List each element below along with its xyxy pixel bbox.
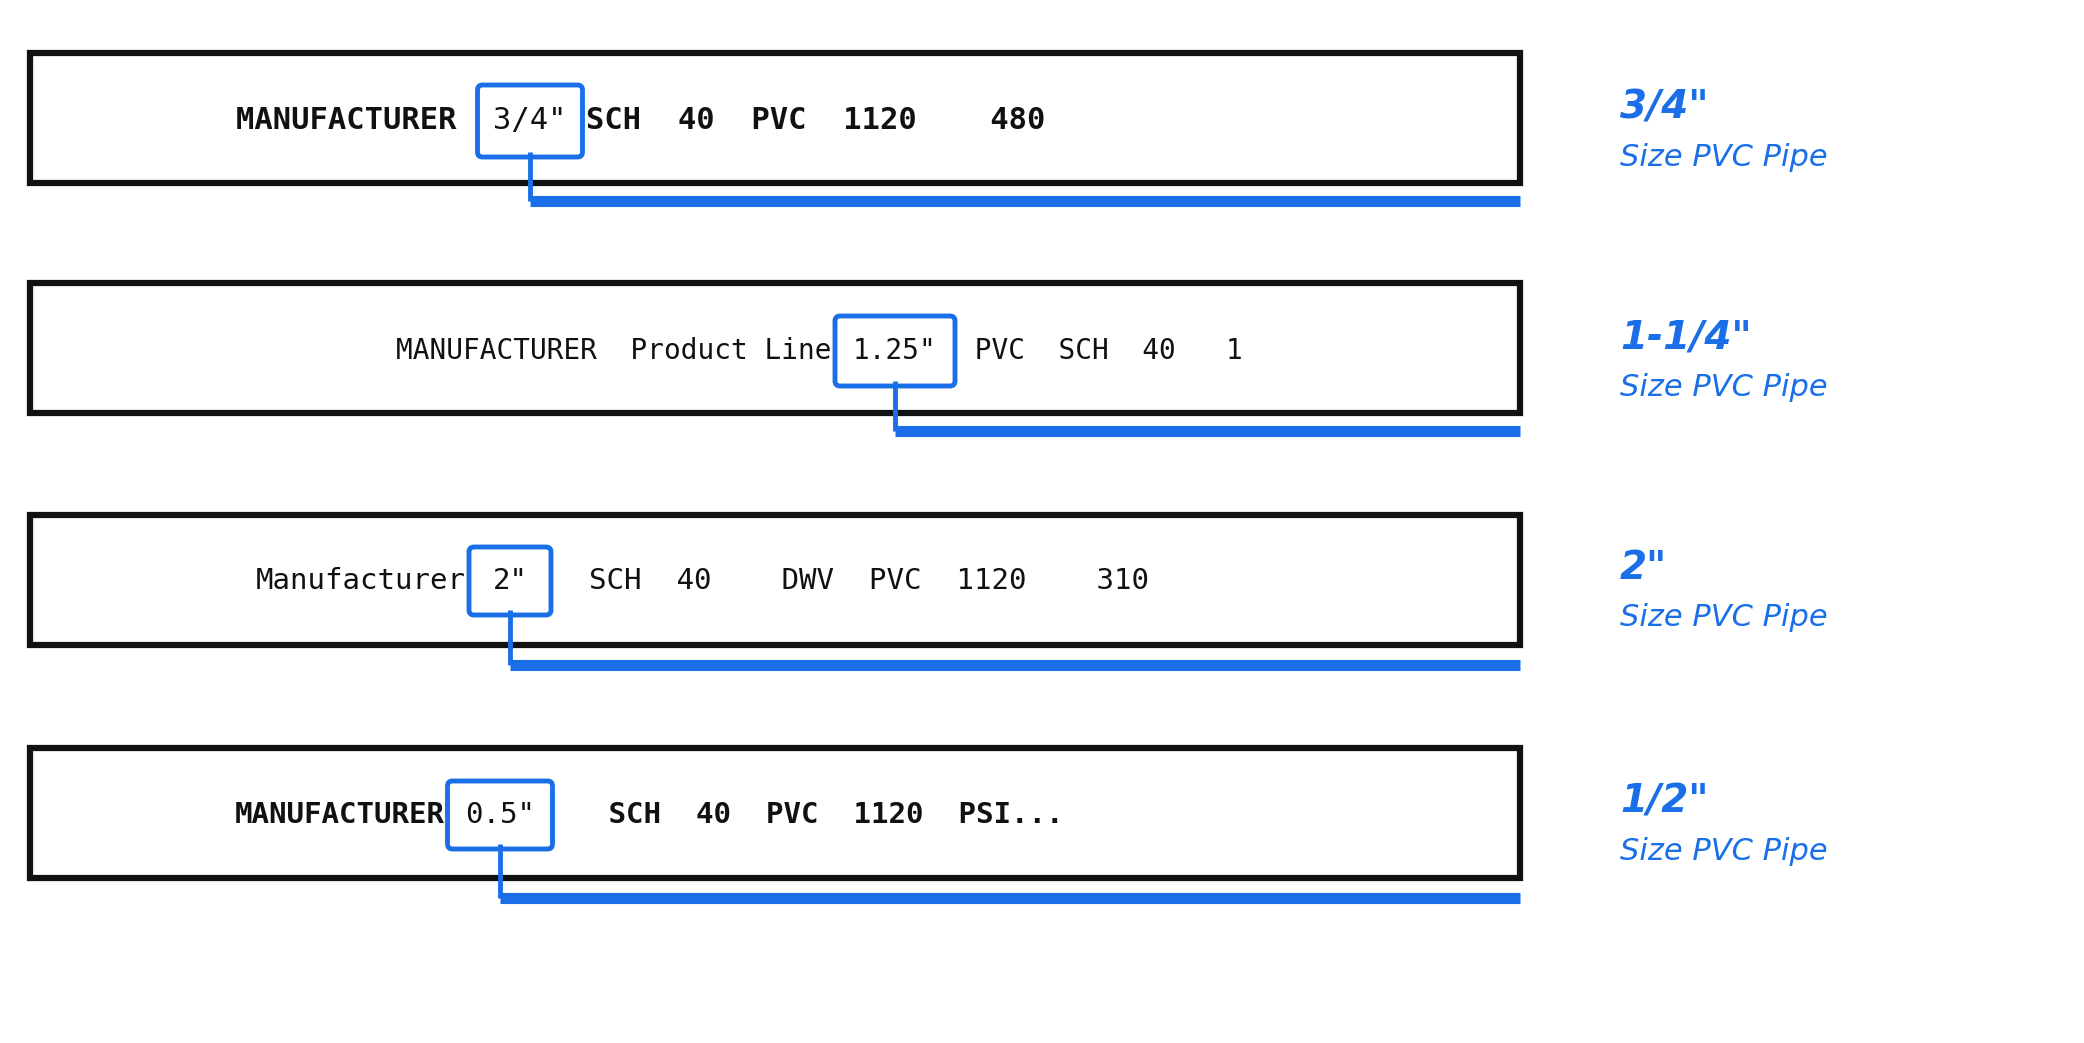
Text: Size PVC Pipe: Size PVC Pipe	[1619, 373, 1828, 403]
Text: Manufacturer: Manufacturer	[256, 567, 467, 595]
FancyBboxPatch shape	[477, 84, 584, 157]
Bar	[29, 515, 1519, 645]
Text: SCH  40  PVC  1120    480: SCH 40 PVC 1120 480	[586, 106, 1044, 136]
Text: SCH  40    DWV  PVC  1120    310: SCH 40 DWV PVC 1120 310	[554, 567, 1148, 595]
Text: 3/4": 3/4"	[1619, 89, 1709, 127]
Text: 1-1/4": 1-1/4"	[1619, 319, 1753, 357]
Text: MANUFACTURER  Product Line: MANUFACTURER Product Line	[396, 337, 832, 365]
Text: 2": 2"	[1619, 549, 1667, 587]
Text: Size PVC Pipe: Size PVC Pipe	[1619, 836, 1828, 866]
Bar	[29, 53, 1519, 183]
FancyBboxPatch shape	[836, 316, 954, 386]
Text: 3/4": 3/4"	[494, 106, 567, 136]
Text: 2": 2"	[492, 567, 527, 595]
FancyBboxPatch shape	[469, 547, 550, 615]
Text: PVC  SCH  40   1: PVC SCH 40 1	[959, 337, 1242, 365]
Text: SCH  40  PVC  1120  PSI...: SCH 40 PVC 1120 PSI...	[556, 801, 1063, 829]
Bar	[29, 283, 1519, 413]
Text: 1/2": 1/2"	[1619, 782, 1709, 820]
Text: 1.25": 1.25"	[852, 337, 938, 365]
Text: MANUFACTURER: MANUFACTURER	[235, 106, 475, 136]
Text: 0.5": 0.5"	[465, 801, 536, 829]
FancyBboxPatch shape	[448, 781, 552, 849]
Text: MANUFACTURER: MANUFACTURER	[235, 801, 444, 829]
Bar	[29, 748, 1519, 878]
Text: Size PVC Pipe: Size PVC Pipe	[1619, 144, 1828, 172]
Text: Size PVC Pipe: Size PVC Pipe	[1619, 604, 1828, 632]
